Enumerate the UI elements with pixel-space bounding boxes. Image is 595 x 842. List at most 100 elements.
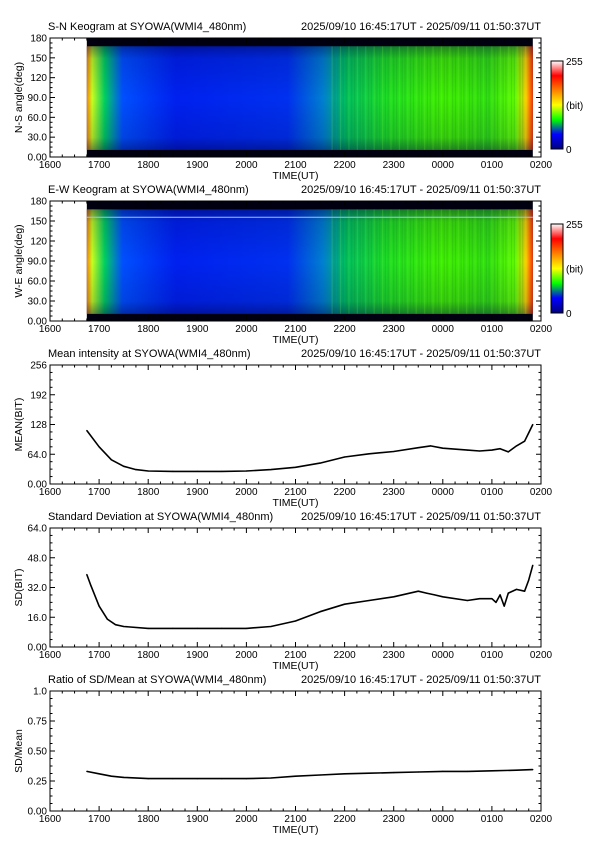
x-axis-label: TIME(UT) [272, 660, 318, 672]
data-point [417, 447, 419, 449]
x-tick-label: 0200 [530, 487, 553, 498]
data-point [294, 620, 297, 622]
data-point [532, 564, 534, 566]
x-tick-label: 0100 [481, 324, 504, 335]
y-tick-label: 0.00 [28, 153, 48, 164]
x-tick-label: 0200 [530, 160, 553, 171]
x-tick-label: 1600 [39, 324, 62, 335]
data-point [196, 470, 198, 472]
data-point [466, 770, 468, 773]
data-point [319, 611, 321, 613]
x-tick-label: 0100 [481, 160, 504, 171]
x-tick-label: 2300 [383, 160, 406, 171]
data-point [499, 448, 501, 450]
data-point [528, 579, 530, 581]
x-tick-label: 2200 [333, 487, 356, 498]
data-point [221, 778, 223, 780]
data-point [491, 598, 493, 600]
x-tick-label: 1700 [88, 487, 111, 498]
x-tick-label: 2000 [235, 814, 258, 825]
x-tick-label: 2200 [333, 324, 356, 335]
data-point [123, 776, 125, 779]
x-tick-label: 0000 [432, 487, 455, 498]
x-tick-label: 1600 [39, 160, 62, 171]
data-point [528, 432, 530, 434]
data-point [393, 596, 395, 598]
panel-4: Standard Deviation at SYOWA(WMI4_480nm) 2… [13, 511, 553, 672]
x-tick-label: 1900 [186, 160, 209, 171]
data-point [86, 573, 88, 576]
colorbar [550, 223, 564, 314]
data-point [417, 771, 419, 773]
chart-time-range: 2025/09/10 16:45:17UT - 2025/09/11 01:50… [301, 348, 541, 360]
y-tick-label: 120 [30, 237, 47, 248]
y-tick-label: 192 [30, 390, 47, 401]
x-axis-label: TIME(UT) [272, 170, 318, 182]
data-point [221, 470, 223, 472]
series-line [86, 424, 534, 473]
x-tick-label: 2300 [383, 487, 406, 498]
x-tick-label: 1900 [186, 487, 209, 498]
x-tick-label: 1700 [88, 814, 111, 825]
x-tick-label: 2100 [284, 487, 307, 498]
y-tick-label: 90.0 [28, 93, 48, 104]
data-point [368, 772, 370, 774]
data-point [196, 627, 198, 630]
y-tick-label: 1.0 [33, 687, 47, 698]
data-point [196, 778, 198, 780]
x-tick-label: 2300 [383, 650, 406, 661]
data-point [147, 778, 149, 780]
x-tick-label: 1900 [186, 324, 209, 335]
x-tick-label: 1700 [88, 160, 111, 171]
data-point [393, 772, 395, 774]
x-tick-label: 2300 [383, 814, 406, 825]
data-point [270, 777, 272, 779]
data-point [245, 470, 247, 472]
y-tick-label: 30.0 [28, 297, 48, 308]
x-tick-label: 2000 [235, 650, 258, 661]
y-tick-label: 0.00 [28, 317, 48, 328]
y-tick-label: 0.00 [28, 643, 48, 654]
panel-3: Mean intensity at SYOWA(WMI4_480nm) 2025/… [13, 348, 553, 509]
data-point [434, 594, 436, 596]
x-tick-label: 0200 [530, 814, 553, 825]
data-point [123, 465, 125, 467]
y-tick-label: 128 [30, 420, 47, 431]
chart-time-range: 2025/09/10 16:45:17UT - 2025/09/11 01:50… [301, 21, 541, 33]
x-tick-label: 2000 [235, 160, 258, 171]
x-tick-label: 2100 [284, 650, 307, 661]
x-tick-label: 2100 [284, 814, 307, 825]
x-tick-label: 2100 [284, 324, 307, 335]
data-point [491, 449, 493, 451]
x-tick-label: 1700 [88, 650, 111, 661]
chart-title: Mean intensity at SYOWA(WMI4_480nm) [48, 348, 251, 360]
data-point [98, 446, 100, 448]
data-point [429, 445, 432, 447]
x-axis-label: TIME(UT) [272, 334, 318, 346]
x-tick-label: 0000 [432, 160, 455, 171]
data-point [442, 770, 444, 773]
y-tick-label: 60.0 [28, 277, 48, 288]
data-point [515, 445, 518, 447]
x-tick-label: 0100 [481, 814, 504, 825]
data-point [294, 775, 297, 777]
x-tick-label: 1600 [39, 487, 62, 498]
data-point [507, 592, 509, 594]
x-tick-label: 1800 [137, 487, 160, 498]
y-tick-label: 48.0 [28, 553, 48, 564]
x-tick-label: 2300 [383, 324, 406, 335]
data-point [532, 769, 534, 771]
data-point [172, 627, 174, 630]
chart-title: Standard Deviation at SYOWA(WMI4_480nm) [48, 511, 273, 523]
x-tick-label: 0200 [530, 650, 553, 661]
data-point [368, 599, 370, 602]
data-point [344, 456, 346, 458]
data-point [442, 596, 444, 598]
y-tick-label: 0.00 [28, 807, 48, 818]
x-tick-label: 1900 [186, 650, 209, 661]
data-point [515, 769, 518, 771]
chart-title: S-N Keogram at SYOWA(WMI4_480nm) [48, 21, 246, 33]
data-point [294, 466, 297, 468]
x-tick-label: 0000 [432, 650, 455, 661]
x-tick-label: 0100 [481, 650, 504, 661]
